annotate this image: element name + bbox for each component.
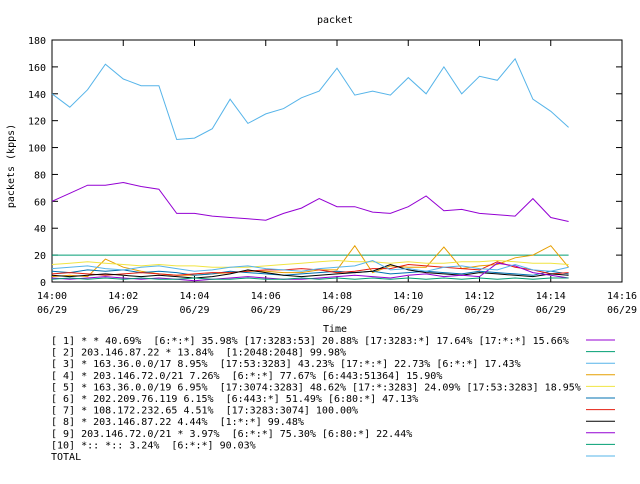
- x-tick-date-label: 06/29: [251, 305, 281, 316]
- x-tick-label: 14:04: [179, 291, 209, 302]
- y-tick-label: 60: [34, 197, 46, 208]
- legend-entry-11: TOTAL: [51, 452, 81, 463]
- legend-entry-3: [ 3] * 163.36.0.0/17 8.95% [17:53:3283] …: [51, 359, 521, 370]
- y-tick-label: 180: [28, 36, 46, 47]
- chart-title: packet: [317, 15, 353, 26]
- y-tick-label: 120: [28, 117, 46, 128]
- x-axis-label: Time: [323, 324, 347, 335]
- y-tick-label: 140: [28, 90, 46, 101]
- y-tick-label: 0: [40, 278, 46, 289]
- plot-area: 0 20 40 60 80 100 120 140 160 180 14:00 06/29 14:02 0…: [28, 36, 637, 316]
- series-line-11: [51, 259, 569, 272]
- plot-frame: [51, 39, 623, 283]
- x-tick-date-label: 06/29: [179, 305, 209, 316]
- series-line-5: [51, 259, 569, 268]
- legend-entry-7: [ 7] * 108.172.232.65 4.51% [17:3283:307…: [51, 406, 358, 417]
- x-tick-label: 14:08: [322, 291, 352, 302]
- series-line-6: [51, 269, 569, 276]
- x-tick-date-label: 06/29: [607, 305, 637, 316]
- legend: [ 1] * * 40.69% [6:*:*] 35.98% [17:3283:…: [51, 336, 615, 463]
- x-tick-date-label: 06/29: [322, 305, 352, 316]
- legend-entry-6: [ 6] * 202.209.76.119 6.15% [6:443:*] 51…: [51, 394, 418, 405]
- x-tick-label: 14:00: [37, 291, 67, 302]
- legend-entry-10: [10] *:: *:: 3.24% [6:*:*] 90.03%: [51, 440, 256, 451]
- x-tick-date-label: 06/29: [393, 305, 423, 316]
- y-tick-label: 160: [28, 63, 46, 74]
- series-line-3: [51, 57, 569, 141]
- series-line-4: [51, 244, 569, 278]
- legend-entry-2: [ 2] 203.146.87.22 * 13.84% [1:2048:2048…: [51, 348, 346, 359]
- series-line-8: [51, 263, 569, 279]
- x-tick-date-label: 06/29: [464, 305, 494, 316]
- y-tick-label: 20: [34, 251, 46, 262]
- x-tick-label: 14:06: [251, 291, 281, 302]
- legend-entry-4: [ 4] * 203.146.72.0/21 7.26% [6:*:*] 77.…: [51, 371, 442, 382]
- x-tick-label: 14:16: [607, 291, 637, 302]
- x-tick-date-label: 06/29: [536, 305, 566, 316]
- y-tick-label: 100: [28, 144, 46, 155]
- x-tick-label: 14:10: [393, 291, 423, 302]
- x-tick-label: 14:12: [464, 291, 494, 302]
- legend-entry-9: [ 9] 203.146.72.0/21 * 3.97% [6:*:*] 75.…: [51, 429, 412, 440]
- y-tick-label: 40: [34, 224, 46, 235]
- series-line-1: [51, 181, 569, 222]
- y-axis-label: packets (kpps): [6, 124, 17, 208]
- y-tick-label: 80: [34, 170, 46, 181]
- x-tick-label: 14:02: [108, 291, 138, 302]
- legend-entry-5: [ 5] * 163.36.0.0/19 6.95% [17:3074:3283…: [51, 382, 581, 393]
- x-tick-label: 14:14: [536, 291, 566, 302]
- x-tick-date-label: 06/29: [108, 305, 138, 316]
- legend-entry-8: [ 8] * 203.146.87.22 4.44% [1:*:*] 99.48…: [51, 417, 304, 428]
- x-tick-date-label: 06/29: [37, 305, 67, 316]
- series-line-10: [51, 277, 569, 280]
- legend-entry-1: [ 1] * * 40.69% [6:*:*] 35.98% [17:3283:…: [51, 336, 569, 347]
